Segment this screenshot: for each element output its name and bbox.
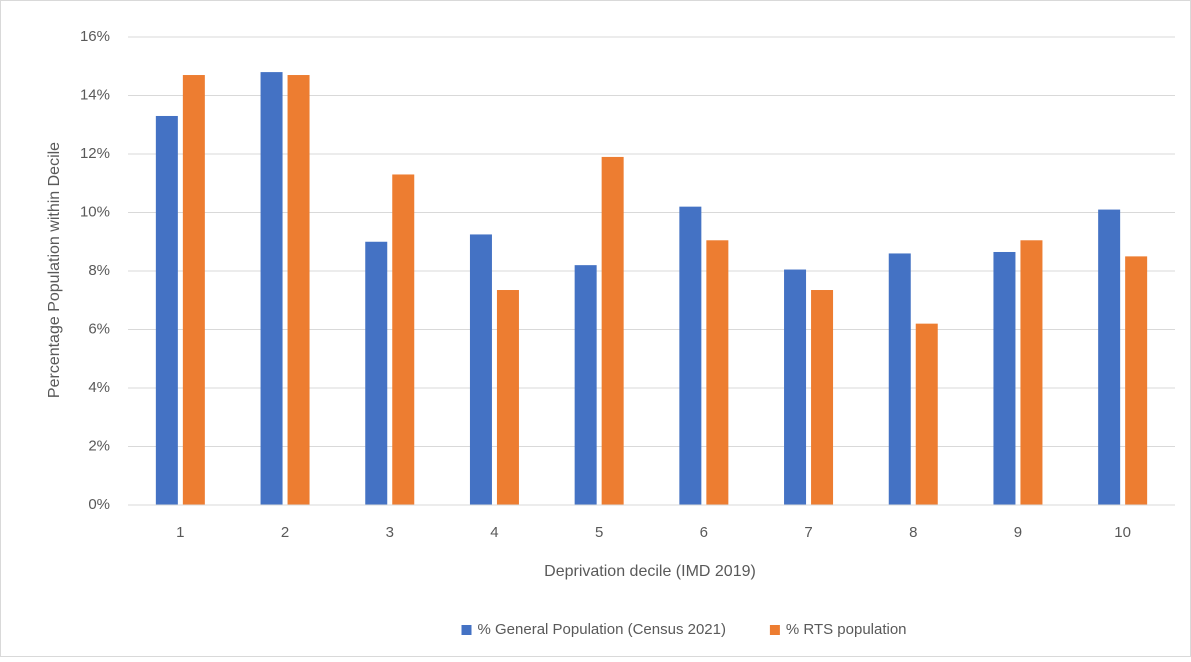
x-tick-label: 2	[281, 524, 289, 541]
bar	[1125, 256, 1148, 505]
bar	[706, 240, 729, 505]
x-tick-label: 4	[490, 524, 498, 541]
y-tick-label: 8%	[88, 262, 110, 279]
bar	[601, 156, 624, 506]
y-tick-label: 2%	[88, 437, 110, 454]
bar	[811, 290, 834, 505]
x-tick-label: 10	[1114, 524, 1131, 541]
y-tick-label: 12%	[80, 145, 110, 162]
bar	[287, 75, 310, 506]
x-tick-label: 8	[909, 524, 917, 541]
y-tick-label: 0%	[88, 496, 110, 513]
y-tick-label: 10%	[80, 203, 110, 220]
y-tick-label: 14%	[80, 86, 110, 103]
legend-label: % RTS population	[786, 621, 907, 638]
bar	[182, 75, 205, 506]
x-tick-label: 9	[1014, 524, 1022, 541]
legend-swatch	[461, 625, 472, 635]
y-tick-label: 16%	[80, 28, 110, 45]
x-axis-label: Deprivation decile (IMD 2019)	[544, 563, 756, 580]
bar	[915, 323, 938, 505]
bar	[365, 241, 388, 505]
bar	[784, 269, 807, 505]
y-tick-label: 4%	[88, 379, 110, 396]
bar	[1098, 209, 1121, 505]
legend-swatch	[769, 625, 780, 635]
x-tick-label: 1	[176, 524, 184, 541]
x-tick-label: 3	[386, 524, 394, 541]
bar	[469, 234, 492, 505]
x-tick-label: 7	[804, 524, 812, 541]
legend-label: % General Population (Census 2021)	[478, 621, 726, 638]
bar	[888, 253, 911, 505]
y-axis-label: Percentage Population within Decile	[46, 142, 63, 398]
bar	[574, 265, 597, 505]
bar	[679, 206, 702, 505]
bar	[260, 72, 283, 505]
x-tick-label: 5	[595, 524, 603, 541]
bar	[496, 290, 519, 505]
bar	[1020, 240, 1043, 505]
y-tick-label: 6%	[88, 320, 110, 337]
x-tick-label: 6	[700, 524, 708, 541]
bar	[155, 115, 178, 505]
bar	[993, 251, 1016, 505]
bar	[392, 174, 415, 505]
